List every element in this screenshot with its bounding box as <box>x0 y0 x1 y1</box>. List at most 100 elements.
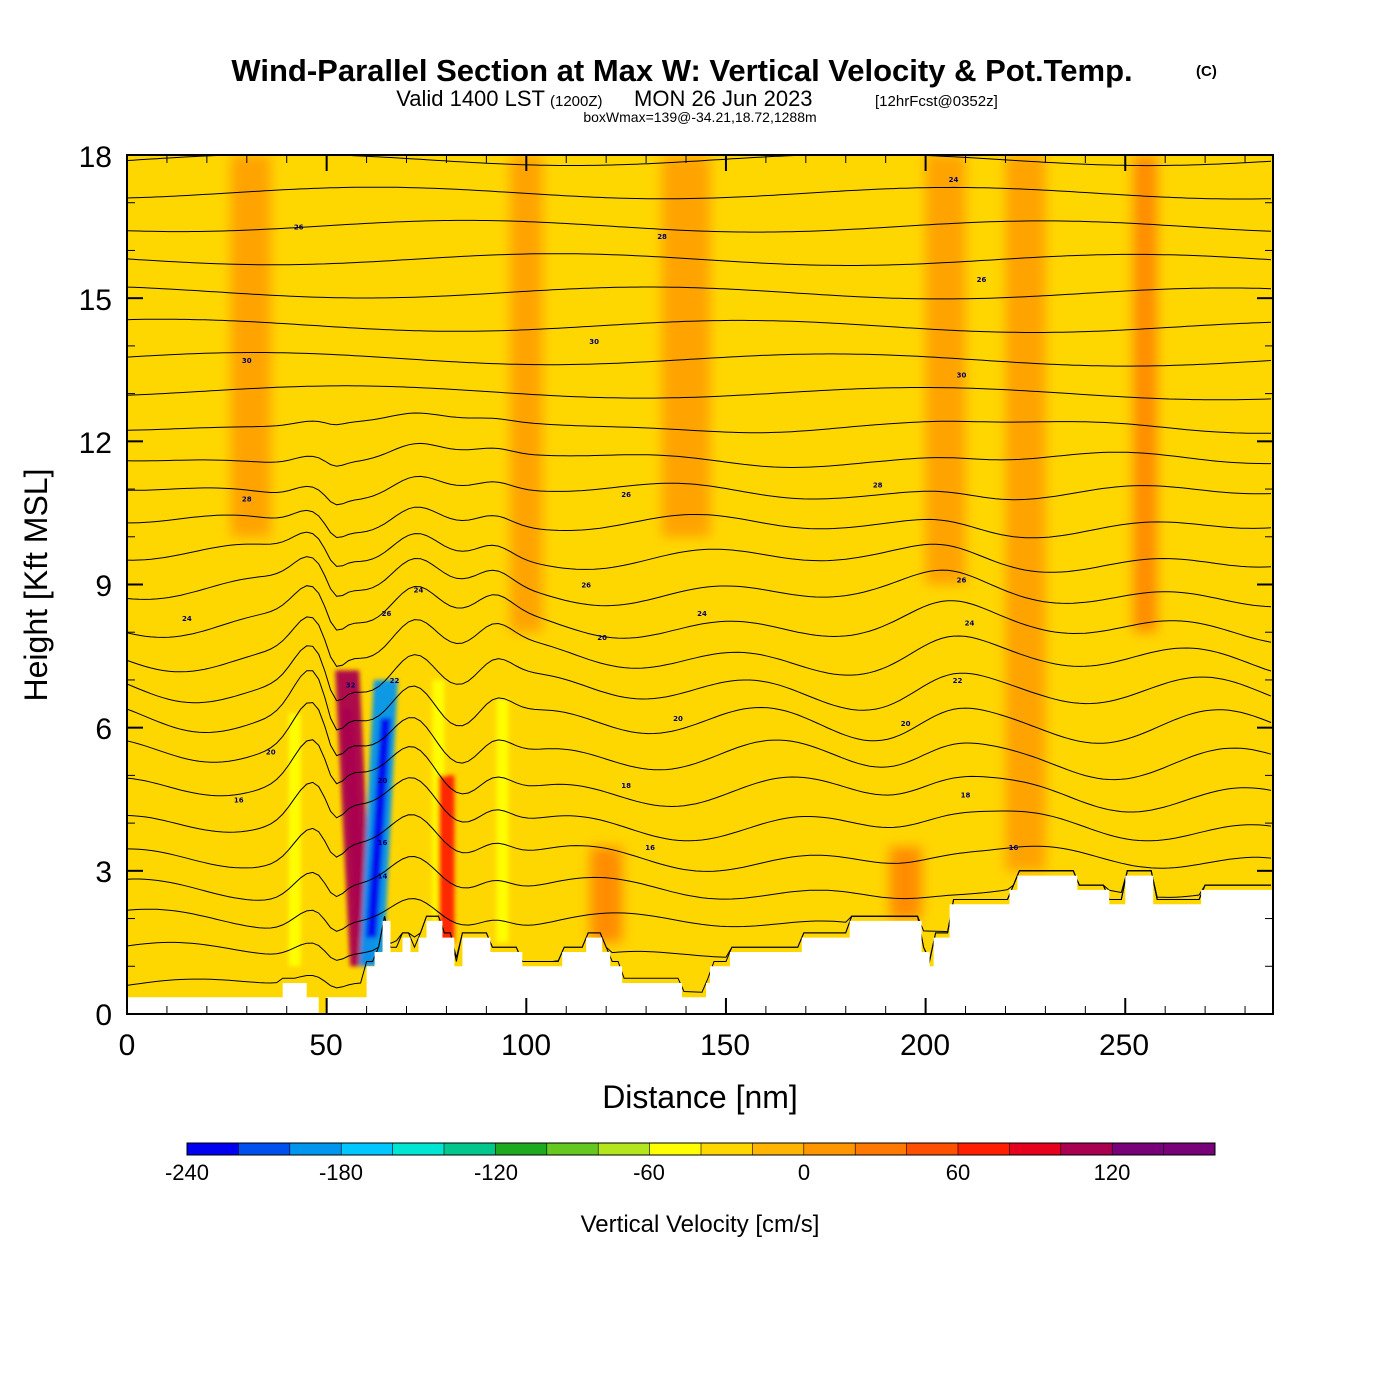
isentrope-line <box>127 855 1271 901</box>
copyright-mark: (C) <box>1196 63 1217 80</box>
isentrope-label: 28 <box>242 496 252 504</box>
isentrope-line <box>127 616 1272 676</box>
isentrope-line <box>127 385 1272 401</box>
subtitle-utc: (1200Z) <box>550 93 603 110</box>
isentrope-line <box>127 531 1272 573</box>
colorbar-swatch <box>392 1143 445 1155</box>
velocity-cell <box>438 775 455 943</box>
colorbar-swatch <box>701 1143 753 1155</box>
velocity-cell <box>662 155 710 537</box>
isentrope-label: 22 <box>953 677 963 685</box>
x-tick-label: 100 <box>501 1029 551 1062</box>
x-tick-labels: 0 50 100 150 200 250 <box>119 1029 1149 1062</box>
isentrope-label: 16 <box>378 839 388 847</box>
y-tick-label: 3 <box>95 856 112 889</box>
isentrope-label: 24 <box>965 620 975 628</box>
velocity-cell <box>590 846 623 943</box>
colorbar-swatch <box>1163 1143 1216 1155</box>
isentropes <box>127 155 1272 993</box>
isentrope-line <box>127 442 1271 469</box>
isentrope-label: 32 <box>346 682 356 690</box>
subtitle-fcst: [12hrFcst@0352z] <box>875 93 998 110</box>
velocity-cell <box>288 713 301 967</box>
isentrope-label: 18 <box>961 791 971 799</box>
velocity-cell <box>1133 155 1158 633</box>
y-tick-label: 12 <box>79 427 112 460</box>
axis-ticks <box>126 154 1273 1015</box>
isentrope-line <box>127 155 1272 167</box>
isentrope-line <box>127 186 1272 200</box>
x-tick-label: 50 <box>309 1029 342 1062</box>
x-tick-label: 0 <box>119 1029 136 1062</box>
colorbar-tick-label: -180 <box>319 1160 363 1185</box>
terrain <box>127 875 1273 1014</box>
y-tick-label: 0 <box>95 999 112 1032</box>
y-axis-label: Height [Kft MSL] <box>18 469 54 702</box>
isentrope-line <box>127 645 1272 711</box>
subtitle-box-wmax: boxWmax=139@-34.21,18.72,1288m <box>583 109 816 125</box>
isentrope-label: 18 <box>621 782 631 790</box>
chart-title: Wind-Parallel Section at Max W: Vertical… <box>231 53 1132 88</box>
isentrope-line <box>127 219 1272 233</box>
isentrope-label: 26 <box>621 491 631 499</box>
isentrope-label: 26 <box>977 276 987 284</box>
colorbar-swatch <box>906 1143 959 1155</box>
isentrope-label: 20 <box>266 749 276 757</box>
isentrope-label: 26 <box>957 577 967 585</box>
colorbar-swatch <box>546 1143 599 1155</box>
x-tick-label: 150 <box>700 1029 750 1062</box>
colorbar-swatch <box>649 1143 702 1155</box>
isentrope-label: 26 <box>294 224 304 232</box>
velocity-field <box>288 670 509 967</box>
isentrope-label: 30 <box>957 372 967 380</box>
colorbar-tick-label: -60 <box>633 1160 665 1185</box>
y-tick-label: 15 <box>79 284 112 317</box>
colorbar-swatch <box>598 1143 651 1155</box>
isentrope-line <box>127 702 1272 781</box>
subtitle-valid: Valid 1400 LST (1200Z) MON 26 Jun 2023 [… <box>396 86 998 111</box>
colorbar-swatch <box>1060 1143 1113 1155</box>
x-axis-label: Distance [nm] <box>602 1079 798 1115</box>
colorbar-swatch <box>187 1143 239 1155</box>
isentrope-label: 14 <box>378 873 388 881</box>
y-tick-label: 18 <box>79 141 112 174</box>
isentrope-line <box>127 318 1272 333</box>
velocity-cell <box>1005 155 1046 871</box>
colorbar-swatch <box>855 1143 908 1155</box>
isentrope-label: 24 <box>949 176 959 184</box>
isentrope-line <box>127 253 1272 266</box>
isentrope-line <box>127 739 1272 813</box>
isentrope-label: 28 <box>873 481 883 489</box>
isentrope-label: 24 <box>414 586 424 594</box>
isentrope-label: 16 <box>234 796 244 804</box>
velocity-core <box>341 708 368 938</box>
subtitle-date: MON 26 Jun 2023 <box>634 86 813 111</box>
isentrope-label: 30 <box>242 357 252 365</box>
isentrope-line <box>127 670 1272 744</box>
colorbar-swatch <box>444 1143 496 1155</box>
isentrope-line <box>127 412 1272 434</box>
colorbar-swatch <box>752 1143 805 1155</box>
isentrope-label: 24 <box>182 615 192 623</box>
isentrope-label: 20 <box>901 720 911 728</box>
colorbar-swatch <box>1112 1143 1165 1155</box>
velocity-core <box>365 718 392 938</box>
isentrope-label: 22 <box>390 677 400 685</box>
colorbar-tick-label: 0 <box>798 1160 810 1185</box>
isentrope-line <box>127 286 1272 300</box>
isentrope-line <box>127 506 1272 539</box>
colorbar-tick-label: -120 <box>474 1160 518 1185</box>
isentrope-line <box>127 475 1272 506</box>
velocity-cell <box>230 155 271 537</box>
y-tick-labels: 0 3 6 9 12 15 18 <box>79 141 112 1032</box>
isentrope-line <box>127 352 1272 367</box>
colorbar-tick-label: 60 <box>946 1160 970 1185</box>
isentrope-labels: 24 16 20 30 28 26 32 26 24 22 20 16 14 26 20 26 30 28 20 24… <box>182 176 1018 881</box>
colorbar-swatch <box>958 1143 1010 1155</box>
colorbar-swatch <box>238 1143 291 1155</box>
colorbar-tick-label: 120 <box>1094 1160 1131 1185</box>
x-tick-label: 200 <box>900 1029 950 1062</box>
subtitle-valid-prefix: Valid 1400 LST <box>396 86 545 111</box>
colorbar <box>186 1142 1216 1156</box>
